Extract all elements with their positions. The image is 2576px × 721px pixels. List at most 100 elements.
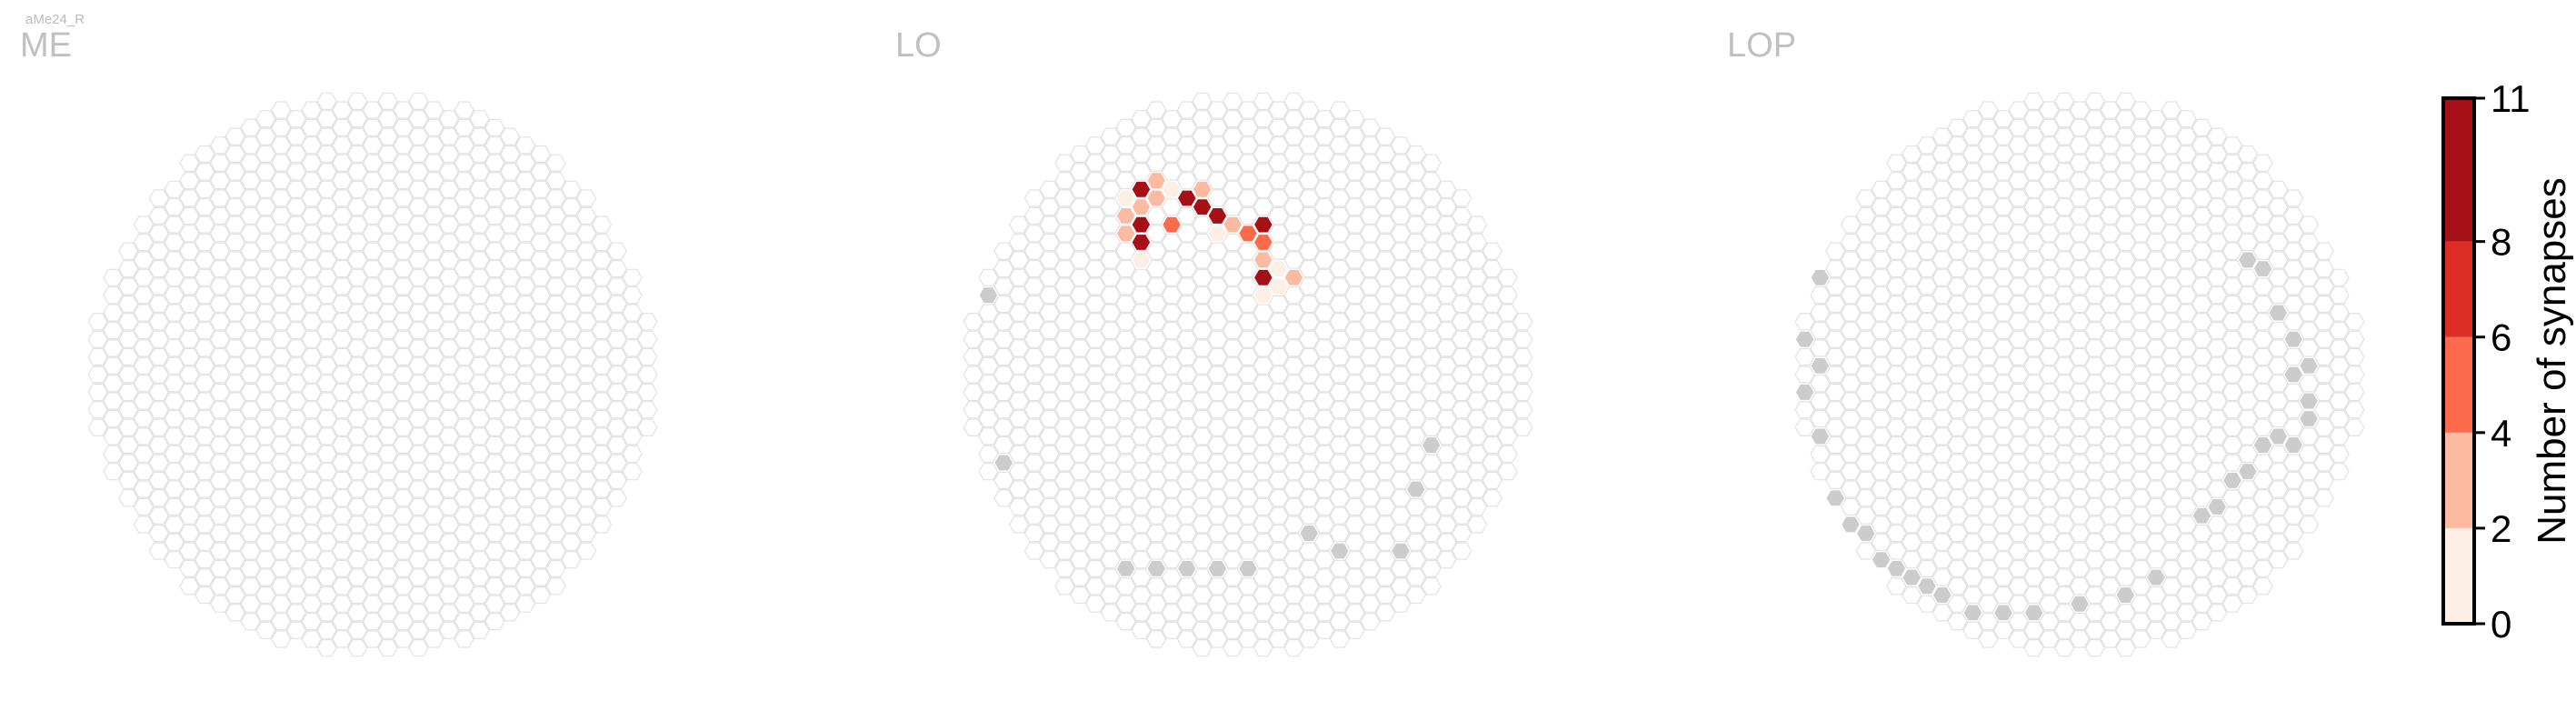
hex-cell-empty — [2054, 586, 2075, 605]
hex-cell-empty — [1344, 251, 1365, 269]
hex-cell-empty — [332, 577, 353, 596]
hex-cell-empty — [1161, 110, 1183, 128]
hex-cell-empty — [118, 489, 139, 507]
hex-cell-empty — [2176, 233, 2197, 252]
hex-cell-empty — [1268, 383, 1289, 402]
hex-cell-empty — [347, 233, 368, 252]
hex-cell-empty — [1131, 356, 1152, 375]
hex-cell-empty — [2252, 542, 2273, 560]
hex-cell-empty — [1299, 612, 1320, 631]
hex-cell-empty — [1886, 154, 1907, 172]
hex-cell-empty — [454, 524, 474, 543]
hex-cell-empty — [2145, 304, 2167, 322]
hex-cell-empty — [2023, 497, 2044, 516]
hex-cell-empty — [1932, 427, 1952, 446]
hex-cell-empty — [1054, 189, 1075, 207]
hex-cell-empty — [1962, 445, 1983, 463]
hex-cell-empty — [2008, 206, 2029, 225]
hex-cell-empty — [195, 480, 215, 498]
hex-cell-empty — [377, 586, 398, 605]
hex-cell-empty — [1176, 506, 1197, 525]
hex-cell-empty — [1268, 489, 1289, 507]
hex-cell-empty — [2084, 445, 2105, 463]
hex-cell-empty — [2192, 277, 2212, 295]
hex-cell-empty — [2192, 489, 2212, 507]
hex-cell-empty — [1237, 401, 1259, 419]
hex-cell-empty — [1360, 471, 1381, 490]
hex-cell-empty — [332, 259, 353, 278]
hex-cell-empty — [148, 295, 169, 314]
hex-cell-empty — [271, 471, 292, 490]
hex-cell-empty — [1329, 189, 1350, 207]
hex-cell-synapses — [1161, 180, 1183, 198]
hex-cell-empty — [993, 401, 1014, 419]
hex-cell-empty — [2131, 225, 2152, 243]
hex-cell-empty — [1344, 356, 1365, 375]
hex-cell-empty — [2023, 180, 2044, 198]
hex-cell-empty — [1283, 375, 1304, 393]
hex-cell-empty — [2237, 163, 2258, 181]
hex-cell-empty — [1283, 533, 1304, 551]
hex-cell-empty — [301, 347, 322, 366]
hex-cell-empty — [561, 497, 582, 516]
hex-cell-empty — [1390, 136, 1412, 155]
hex-cell-empty — [1947, 313, 1968, 331]
hex-cell-empty — [2069, 383, 2091, 402]
hex-cell-empty — [1223, 427, 1243, 446]
hex-cell-empty — [1886, 454, 1907, 472]
hex-cell-empty — [240, 471, 261, 490]
hex-cell-empty — [1084, 154, 1106, 172]
hex-cell-empty — [2084, 145, 2105, 164]
hex-cell-empty — [1299, 471, 1320, 490]
hex-cell-empty — [1871, 198, 1892, 216]
hex-cell-empty — [2313, 418, 2334, 436]
hex-cell-empty — [1192, 375, 1213, 393]
hex-cell-empty — [1283, 497, 1304, 516]
hex-cell-empty — [2176, 215, 2197, 234]
hex-cell-empty — [2008, 171, 2029, 190]
hex-cell-edge — [2222, 471, 2243, 490]
hex-cell-empty — [1070, 533, 1091, 551]
hex-cell-empty — [514, 401, 536, 419]
hex-cell-empty — [1482, 313, 1503, 331]
hex-cell-empty — [1825, 436, 1846, 455]
hex-cell-empty — [2023, 92, 2044, 110]
hex-cell-empty — [1344, 621, 1365, 639]
hex-cell-empty — [1161, 321, 1183, 340]
hex-cell-empty — [1947, 295, 1968, 314]
hex-cell-empty — [2145, 480, 2167, 498]
hex-cell-empty — [240, 595, 261, 613]
hex-cell-edge — [2283, 366, 2304, 384]
hex-cell-empty — [1054, 401, 1075, 419]
hex-cell-empty — [1840, 463, 1862, 481]
hex-cell-empty — [2176, 604, 2197, 622]
hex-cell-empty — [347, 215, 368, 234]
hex-cell-empty — [2313, 347, 2334, 366]
hex-cell-empty — [271, 189, 292, 207]
hex-cell-empty — [285, 604, 307, 622]
hex-cell-empty — [271, 401, 292, 419]
hex-cell-empty — [1223, 92, 1243, 110]
hex-cell-empty — [1497, 427, 1518, 446]
hex-cell-empty — [2268, 445, 2289, 463]
hex-cell-empty — [438, 198, 460, 216]
hex-cell-empty — [164, 445, 185, 463]
hex-cell-empty — [484, 471, 505, 490]
hex-cell-empty — [1375, 533, 1396, 551]
hex-cell-edge — [1992, 604, 2014, 622]
hex-cell-empty — [240, 524, 261, 543]
hex-panel-lop — [1794, 92, 2365, 657]
hex-cell-empty — [1992, 215, 2014, 234]
hex-cell-empty — [2069, 330, 2091, 348]
hex-cell-empty — [2023, 533, 2044, 551]
hex-cell-empty — [1253, 639, 1273, 657]
hex-cell-empty — [285, 568, 307, 586]
hex-cell-empty — [332, 242, 353, 260]
hex-cell-empty — [2115, 463, 2136, 481]
hex-cell-empty — [424, 171, 444, 190]
hex-cell-empty — [1344, 409, 1365, 428]
hex-cell-empty — [1962, 568, 1983, 586]
hex-cell-empty — [1313, 198, 1335, 216]
hex-cell-empty — [2131, 401, 2152, 419]
hex-cell-empty — [1452, 277, 1473, 295]
